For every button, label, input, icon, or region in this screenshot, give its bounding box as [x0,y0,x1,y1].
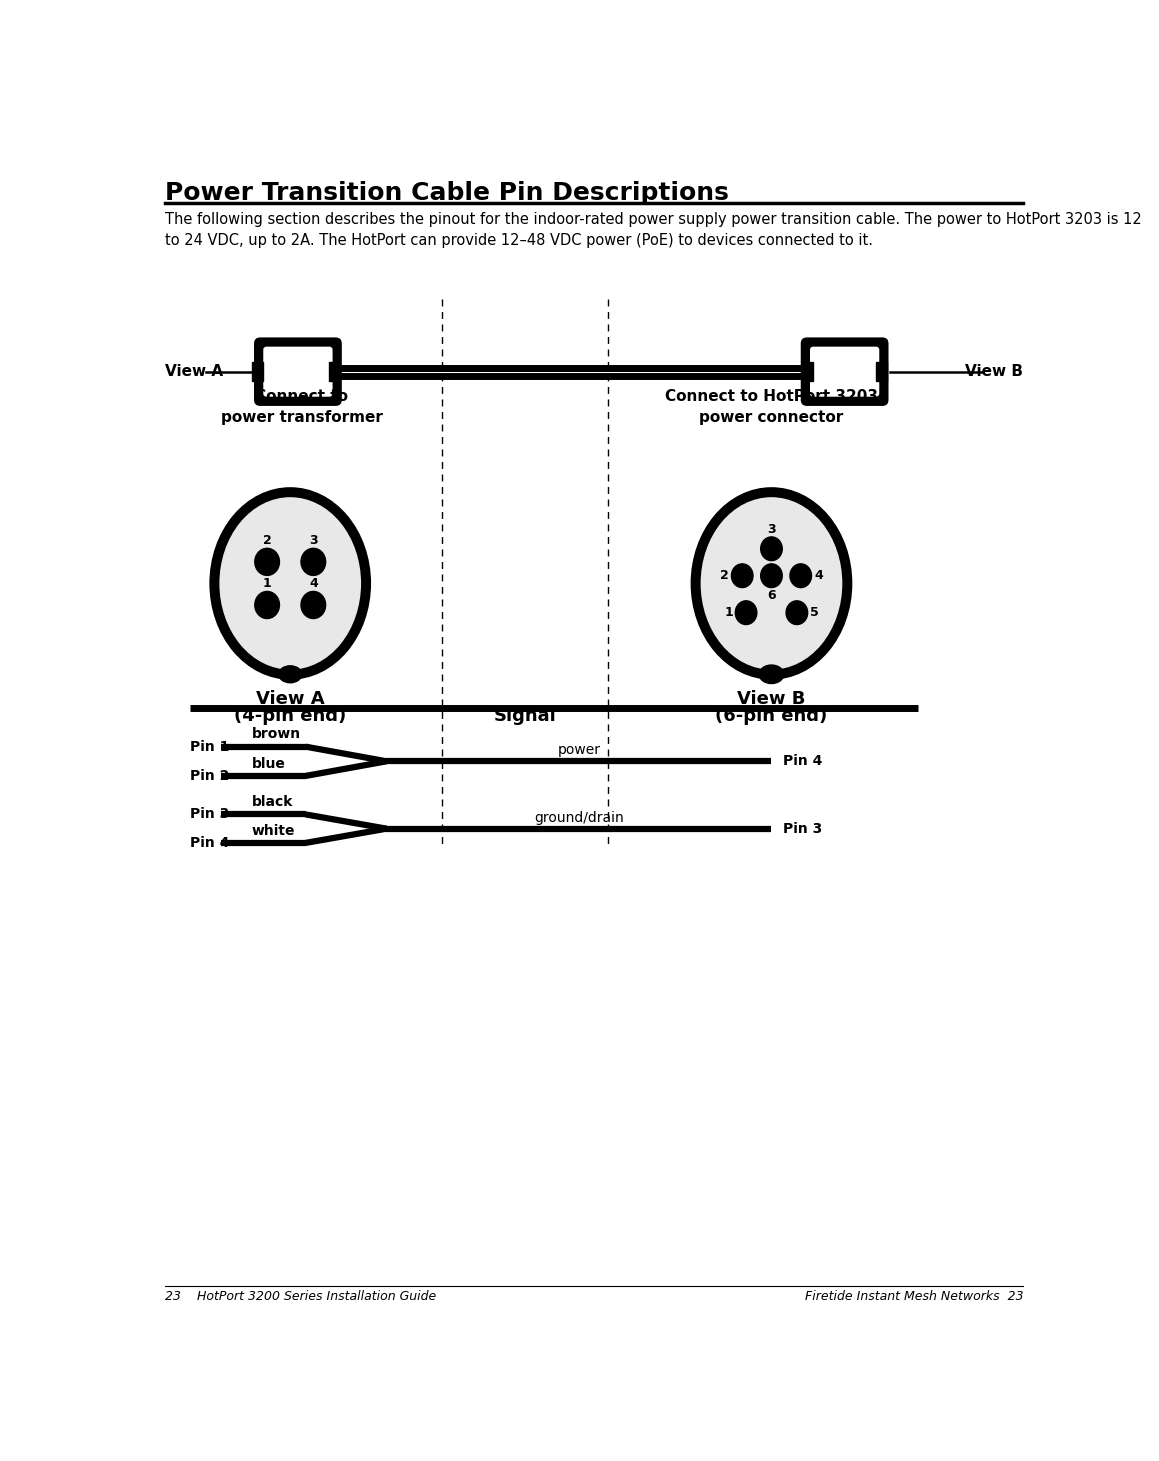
Text: View A: View A [165,364,223,380]
Text: Signal: Signal [494,707,556,725]
Ellipse shape [210,487,371,679]
Ellipse shape [731,564,753,587]
Ellipse shape [735,600,757,624]
Ellipse shape [301,548,326,576]
Text: 4: 4 [309,577,318,590]
Text: Pin 3: Pin 3 [783,821,822,836]
Text: 1: 1 [263,577,271,590]
Text: ground/drain: ground/drain [534,811,624,825]
Text: Firetide Instant Mesh Networks  23: Firetide Instant Mesh Networks 23 [804,1290,1023,1303]
Ellipse shape [760,536,782,561]
Text: 2: 2 [263,535,271,548]
FancyBboxPatch shape [801,337,889,406]
Text: Pin 3: Pin 3 [190,808,229,821]
FancyBboxPatch shape [810,346,880,397]
Text: Connect to
power transformer: Connect to power transformer [221,390,382,425]
Text: blue: blue [252,757,285,770]
Text: (4-pin end): (4-pin end) [234,707,347,725]
Text: 3: 3 [767,523,775,536]
Text: 3: 3 [309,535,318,548]
Text: Power Transition Cable Pin Descriptions: Power Transition Cable Pin Descriptions [165,181,729,206]
Text: Pin 2: Pin 2 [190,768,229,783]
Ellipse shape [701,497,843,669]
Text: 4: 4 [815,570,823,583]
Text: The following section describes the pinout for the indoor-rated power supply pow: The following section describes the pino… [165,212,1142,248]
Ellipse shape [255,548,279,576]
Text: 2: 2 [720,570,728,583]
FancyBboxPatch shape [263,346,333,397]
Ellipse shape [691,487,852,679]
Text: View A: View A [256,690,325,707]
Bar [802,362,814,381]
Ellipse shape [790,564,811,587]
Text: brown: brown [252,728,301,741]
Text: 6: 6 [767,589,775,602]
Ellipse shape [760,564,782,587]
Bar [329,362,341,381]
Text: power: power [557,744,600,757]
Ellipse shape [786,600,808,624]
Text: (6-pin end): (6-pin end) [715,707,828,725]
Text: Pin 1: Pin 1 [190,739,229,754]
Text: Pin 4: Pin 4 [190,836,229,850]
Ellipse shape [278,666,301,682]
Bar [253,362,263,381]
FancyBboxPatch shape [254,337,342,406]
Text: 1: 1 [724,606,732,619]
Text: 5: 5 [810,606,818,619]
Text: 23    HotPort 3200 Series Installation Guide: 23 HotPort 3200 Series Installation Guid… [165,1290,436,1303]
Text: Connect to HotPort 3203
power connector: Connect to HotPort 3203 power connector [665,390,879,425]
Text: white: white [252,824,296,837]
Bar [876,362,887,381]
Ellipse shape [255,592,279,618]
Text: View B: View B [965,364,1023,380]
Ellipse shape [301,592,326,618]
Text: Pin 4: Pin 4 [783,754,823,768]
Text: View B: View B [737,690,806,707]
Ellipse shape [219,497,362,669]
Ellipse shape [759,665,783,684]
Text: black: black [252,795,293,809]
